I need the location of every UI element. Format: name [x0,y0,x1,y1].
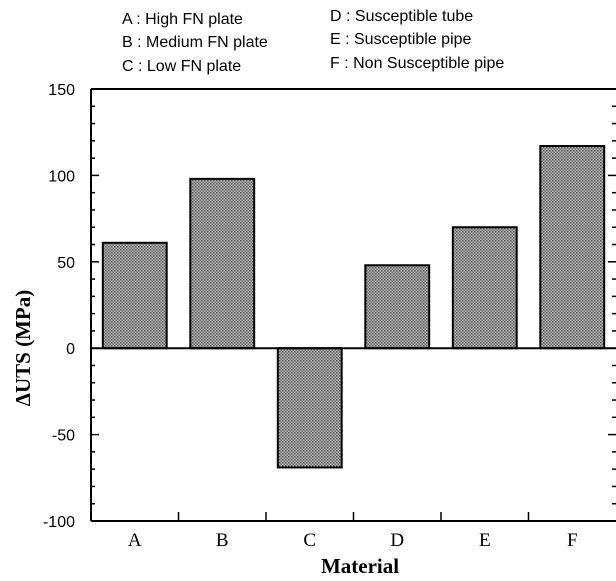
y-tick-label: 50 [57,255,75,272]
x-axis-label: Material [321,554,399,578]
x-tick-label: D [390,530,404,551]
legend-entry-d: D : Susceptible tube [330,8,473,25]
x-axis-ticks: A B C D E F [128,512,578,551]
y-tick-label: 0 [66,341,75,358]
x-tick-label: E [479,530,491,551]
y-tick-label: -50 [52,428,75,445]
bar-d [364,264,431,350]
legend-entry-f: F : Non Susceptible pipe [330,55,504,72]
legend: A : High FN plate B : Medium FN plate C … [122,8,504,75]
y-tick-label: 150 [48,82,75,99]
y-tick-label: -100 [43,514,75,531]
bar-c [276,347,343,469]
bar-group [101,145,606,469]
bar-b [189,177,256,350]
y-tick-label: 100 [48,168,75,185]
bar-a [101,241,168,350]
y-axis-label: ΔUTS (MPa) [11,290,35,406]
legend-entry-c: C : Low FN plate [122,58,241,75]
x-tick-label: B [216,530,229,551]
legend-entry-a: A : High FN plate [122,11,243,28]
legend-entry-e: E : Susceptible pipe [330,31,472,48]
x-tick-label: A [128,530,142,551]
y-axis-ticks: 150 100 50 0 -50 -100 [43,82,616,531]
bar-f [539,145,606,350]
x-tick-label: F [567,530,578,551]
x-tick-label: C [303,530,316,551]
bar-e [451,226,518,350]
legend-entry-b: B : Medium FN plate [122,34,268,51]
